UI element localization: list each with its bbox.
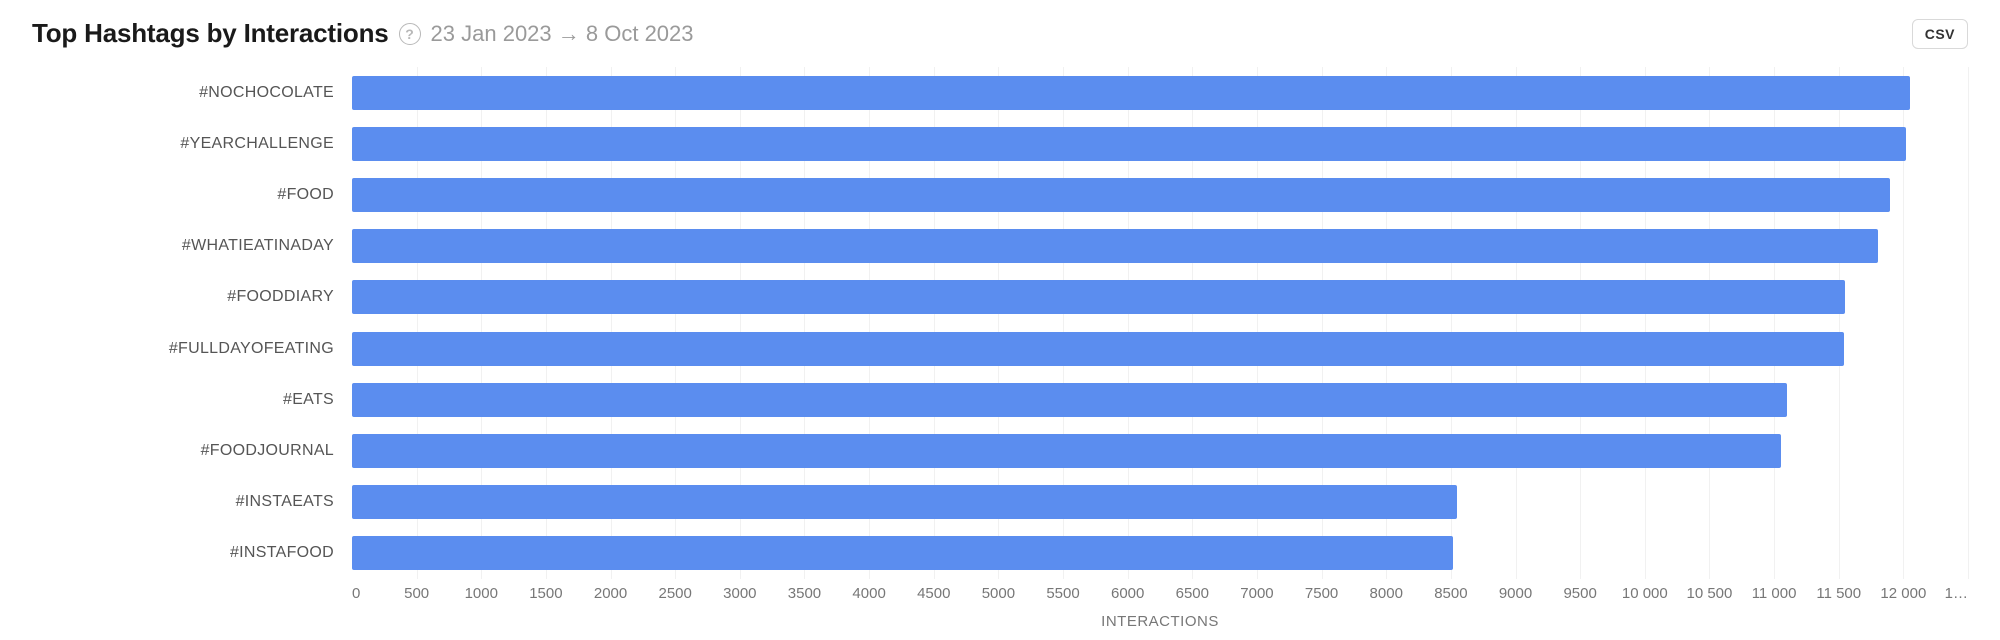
x-tick: 500 [404, 585, 429, 602]
x-tick: 2000 [594, 585, 627, 602]
x-axis-label: INTERACTIONS [32, 613, 1968, 630]
x-tick: 1… [1945, 585, 1968, 602]
bar-label: #INSTAFOOD [32, 534, 352, 572]
bar-fill [352, 229, 1878, 263]
x-tick: 3500 [788, 585, 821, 602]
bar-label: #FOODJOURNAL [32, 432, 352, 470]
x-tick: 1000 [465, 585, 498, 602]
bar-label: #WHATIEATINADAY [32, 227, 352, 265]
bar-label: #INSTAEATS [32, 483, 352, 521]
header-left: Top Hashtags by Interactions ? 23 Jan 20… [32, 18, 694, 49]
x-tick: 11 000 [1752, 585, 1797, 602]
bar-label: #NOCHOCOLATE [32, 74, 352, 112]
bar-fill [352, 280, 1845, 314]
x-tick: 1500 [529, 585, 562, 602]
x-tick: 5000 [982, 585, 1015, 602]
panel-header: Top Hashtags by Interactions ? 23 Jan 20… [32, 18, 1968, 49]
x-tick: 9500 [1563, 585, 1596, 602]
bar-row [352, 534, 1968, 572]
x-tick: 6500 [1176, 585, 1209, 602]
bar-row [352, 227, 1968, 265]
x-tick: 11 500 [1816, 585, 1861, 602]
bar-fill [352, 332, 1844, 366]
x-tick: 8500 [1434, 585, 1467, 602]
bar-label: #FOODDIARY [32, 278, 352, 316]
bar-fill [352, 536, 1453, 570]
help-icon[interactable]: ? [399, 23, 421, 45]
x-tick: 9000 [1499, 585, 1532, 602]
x-tick: 6000 [1111, 585, 1144, 602]
bars-region [352, 67, 1968, 579]
bar-label: #FOOD [32, 176, 352, 214]
bar-fill [352, 178, 1890, 212]
x-axis-ticks: 0 500 1000 1500 2000 2500 3000 3500 4000 4500 5000… [352, 585, 1968, 611]
hashtag-interactions-panel: Top Hashtags by Interactions ? 23 Jan 20… [0, 0, 2000, 640]
x-axis-row: 0 500 1000 1500 2000 2500 3000 3500 4000 4500 5000… [32, 585, 1968, 611]
x-tick: 4500 [917, 585, 950, 602]
help-icon-glyph: ? [405, 27, 414, 41]
bar-row [352, 483, 1968, 521]
x-tick: 3000 [723, 585, 756, 602]
bar-fill [352, 127, 1906, 161]
plot-wrap: #NOCHOCOLATE #YEARCHALLENGE #FOOD #WHATIEAT… [32, 67, 1968, 579]
bar-fill [352, 485, 1457, 519]
bar-label: #EATS [32, 381, 352, 419]
panel-title: Top Hashtags by Interactions [32, 18, 389, 49]
grid-line [1968, 67, 1969, 579]
x-tick: 0 [352, 585, 360, 602]
bar-row [352, 432, 1968, 470]
y-axis-labels-column: #NOCHOCOLATE #YEARCHALLENGE #FOOD #WHATIEAT… [32, 67, 352, 579]
bar-label: #FULLDAYOFEATING [32, 330, 352, 368]
x-tick: 7500 [1305, 585, 1338, 602]
bar-fill [352, 383, 1787, 417]
x-tick: 12 000 [1880, 585, 1926, 602]
x-tick: 7000 [1240, 585, 1273, 602]
bar-label: #YEARCHALLENGE [32, 125, 352, 163]
x-tick: 5500 [1046, 585, 1079, 602]
bar-fill [352, 434, 1781, 468]
bar-row [352, 125, 1968, 163]
export-csv-button[interactable]: CSV [1912, 19, 1968, 49]
plot-region [352, 67, 1968, 579]
chart-area: #NOCHOCOLATE #YEARCHALLENGE #FOOD #WHATIEAT… [32, 67, 1968, 630]
date-range: 23 Jan 2023 → 8 Oct 2023 [431, 21, 694, 47]
bar-row [352, 176, 1968, 214]
bar-row [352, 278, 1968, 316]
x-tick: 2500 [659, 585, 692, 602]
x-tick: 4000 [852, 585, 885, 602]
x-tick: 10 000 [1622, 585, 1668, 602]
x-tick: 10 500 [1686, 585, 1732, 602]
x-tick: 8000 [1370, 585, 1403, 602]
bar-row [352, 381, 1968, 419]
bar-row [352, 74, 1968, 112]
bar-row [352, 330, 1968, 368]
bar-fill [352, 76, 1910, 110]
